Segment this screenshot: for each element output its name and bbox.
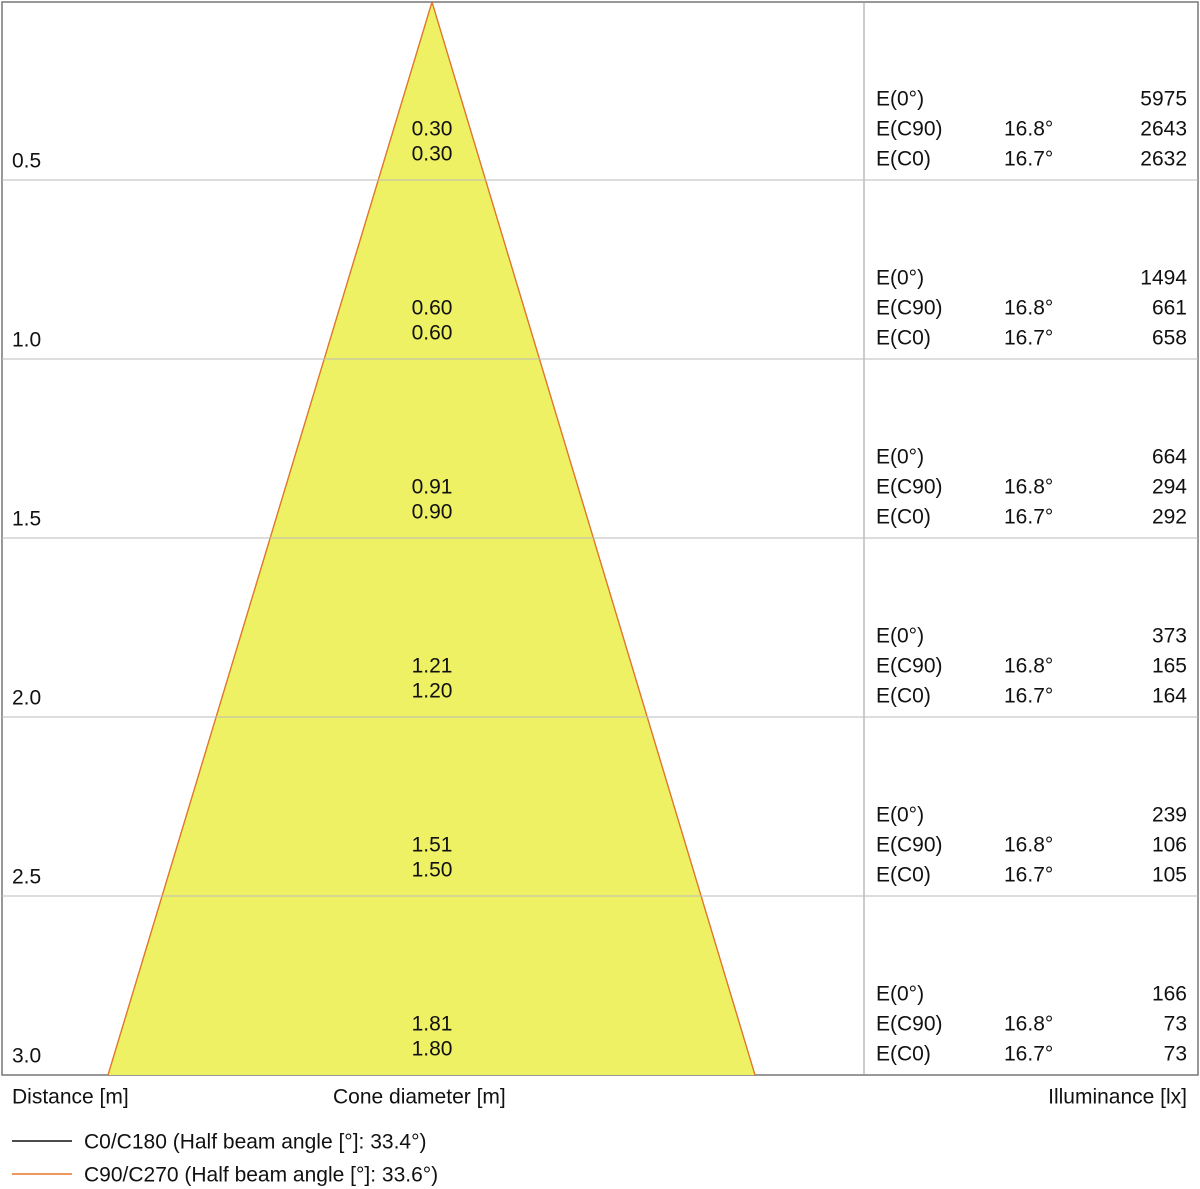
illuminance-angle: 16.7°	[1004, 864, 1053, 887]
illuminance-label: E(0°)	[876, 446, 924, 469]
axis-label: Cone diameter [m]	[333, 1086, 506, 1109]
legend: C0/C180 (Half beam angle [°]: 33.4°) C90/…	[12, 1131, 438, 1187]
illuminance-value: 165	[1152, 655, 1187, 678]
illuminance-label: E(0°)	[876, 983, 924, 1006]
distance-label: 1.0	[12, 329, 41, 352]
illuminance-angle: 16.7°	[1004, 1043, 1053, 1066]
illuminance-value: 106	[1152, 834, 1187, 857]
distance-label: 2.0	[12, 687, 41, 710]
illuminance-angle: 16.8°	[1004, 834, 1053, 857]
cone-diameter: 1.81	[412, 1013, 453, 1036]
illuminance-value: 73	[1164, 1043, 1187, 1066]
illuminance-value: 1494	[1140, 267, 1187, 290]
axis-label: Illuminance [lx]	[1048, 1086, 1187, 1109]
illuminance-angle: 16.8°	[1004, 1013, 1053, 1036]
illuminance-label: E(C0)	[876, 327, 931, 350]
illuminance-value: 105	[1152, 864, 1187, 887]
illuminance-label: E(0°)	[876, 804, 924, 827]
illuminance-label: E(0°)	[876, 267, 924, 290]
illuminance-angle: 16.7°	[1004, 685, 1053, 708]
rows: 0.5 0.300.30 E(0°) 5975 E(C90) 16.8° 2643 E(C0)…	[2, 88, 1198, 1068]
illuminance-value: 5975	[1140, 88, 1187, 111]
cone-diameter: 1.20	[412, 680, 453, 703]
distance-label: 3.0	[12, 1045, 41, 1068]
cone-diameter: 1.51	[412, 834, 453, 857]
cone-diameter: 1.50	[412, 859, 453, 882]
distance-label: 0.5	[12, 150, 41, 173]
illuminance-label: E(C0)	[876, 148, 931, 171]
illuminance-label: E(C0)	[876, 864, 931, 887]
illuminance-value: 239	[1152, 804, 1187, 827]
illuminance-label: E(C90)	[876, 297, 943, 320]
cone-diameter: 0.90	[412, 501, 453, 524]
illuminance-angle: 16.7°	[1004, 506, 1053, 529]
illuminance-value: 664	[1152, 446, 1187, 469]
illuminance-value: 73	[1164, 1013, 1187, 1036]
illuminance-angle: 16.7°	[1004, 148, 1053, 171]
cone-diameter: 0.91	[412, 476, 453, 499]
illuminance-value: 166	[1152, 983, 1187, 1006]
illuminance-value: 2632	[1140, 148, 1187, 171]
illuminance-angle: 16.8°	[1004, 476, 1053, 499]
illuminance-label: E(C90)	[876, 834, 943, 857]
cone-diameter: 1.80	[412, 1038, 453, 1061]
cone-diameter: 1.21	[412, 655, 453, 678]
illuminance-label: E(C0)	[876, 685, 931, 708]
illuminance-label: E(C90)	[876, 655, 943, 678]
illuminance-value: 164	[1152, 685, 1187, 708]
illuminance-value: 2643	[1140, 118, 1187, 141]
cone-diameter: 0.30	[412, 118, 453, 141]
axis-label: Distance [m]	[12, 1086, 129, 1109]
illuminance-angle: 16.8°	[1004, 118, 1053, 141]
illuminance-value: 658	[1152, 327, 1187, 350]
legend-label: C90/C270 (Half beam angle [°]: 33.6°)	[84, 1164, 438, 1187]
illuminance-angle: 16.8°	[1004, 655, 1053, 678]
illuminance-label: E(C90)	[876, 1013, 943, 1036]
illuminance-angle: 16.7°	[1004, 327, 1053, 350]
illuminance-label: E(0°)	[876, 88, 924, 111]
illuminance-label: E(0°)	[876, 625, 924, 648]
legend-label: C0/C180 (Half beam angle [°]: 33.4°)	[84, 1131, 426, 1154]
illuminance-label: E(C90)	[876, 476, 943, 499]
illuminance-label: E(C90)	[876, 118, 943, 141]
illuminance-value: 373	[1152, 625, 1187, 648]
cone-diameter: 0.60	[412, 297, 453, 320]
cone-diameter: 0.60	[412, 322, 453, 345]
illuminance-value: 294	[1152, 476, 1187, 499]
illuminance-label: E(C0)	[876, 1043, 931, 1066]
illuminance-label: E(C0)	[876, 506, 931, 529]
distance-label: 1.5	[12, 508, 41, 531]
cone-diameter: 0.30	[412, 143, 453, 166]
illuminance-angle: 16.8°	[1004, 297, 1053, 320]
distance-label: 2.5	[12, 866, 41, 889]
illuminance-value: 292	[1152, 506, 1187, 529]
illuminance-value: 661	[1152, 297, 1187, 320]
